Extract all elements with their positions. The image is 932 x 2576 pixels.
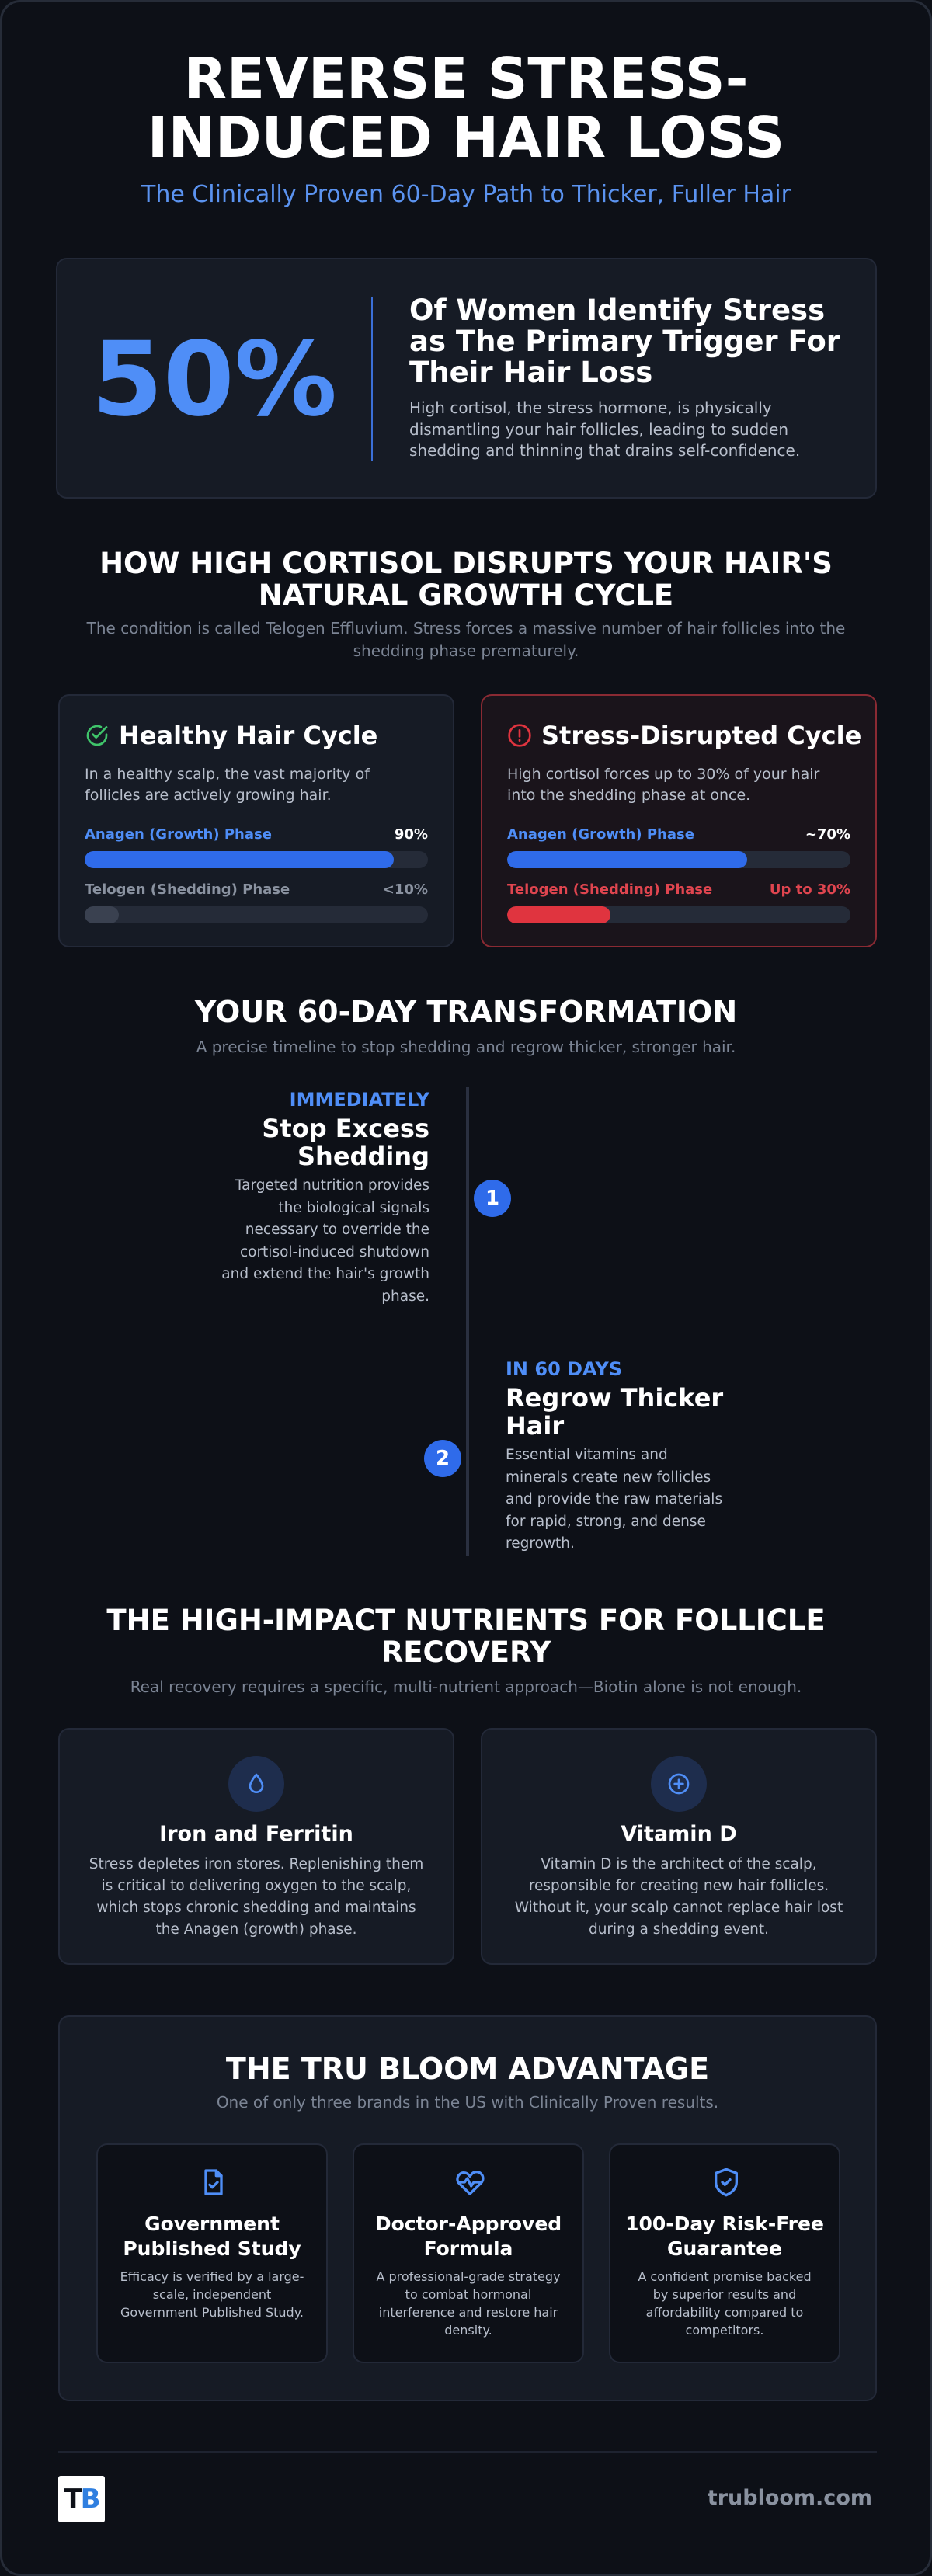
drop-icon bbox=[244, 1771, 269, 1796]
bar-track bbox=[85, 906, 428, 923]
card-title: Healthy Hair Cycle bbox=[119, 721, 378, 750]
step-number: 1 bbox=[474, 1180, 511, 1217]
section-heading: THE TRU BLOOM ADVANTAGE bbox=[225, 2052, 710, 2086]
stat-card: 50% Of Women Identify Stress as The Prim… bbox=[56, 258, 877, 499]
stat-heading: Of Women Identify Stress as The Primary … bbox=[409, 294, 840, 389]
advantage-box: THE TRU BLOOM ADVANTAGE One of only thre… bbox=[58, 2015, 877, 2401]
advantage-card: Doctor-Approved Formula A professional-gr… bbox=[353, 2143, 584, 2363]
bar-label: Telogen (Shedding) Phase bbox=[85, 881, 290, 898]
bar-track bbox=[507, 851, 850, 868]
card-title: Stress-Disrupted Cycle bbox=[541, 721, 862, 750]
bar-label: Anagen (Growth) Phase bbox=[85, 826, 272, 843]
bar-value: Up to 30% bbox=[769, 881, 850, 898]
advantage-card: Government Published Study Efficacy is ve… bbox=[96, 2143, 328, 2363]
advantage-description: A confident promise backed by superior r… bbox=[638, 2269, 812, 2338]
bar-value: <10% bbox=[382, 881, 428, 898]
advantage-icon bbox=[454, 2167, 485, 2198]
section-heading: HOW HIGH CORTISOL DISRUPTS YOUR HAIR'S N… bbox=[99, 547, 833, 612]
nutrient-description: Vitamin D is the architect of the scalp,… bbox=[514, 1856, 843, 1938]
alert-icon bbox=[507, 723, 532, 748]
cycle-card: Stress-Disrupted Cycle High cortisol forc… bbox=[481, 694, 877, 947]
timeline-step: IN 60 DAYS Regrow Thicker Hair Essential v… bbox=[506, 1358, 731, 1556]
icon-graphic bbox=[86, 725, 108, 746]
footer-url: trubloom.com bbox=[707, 2486, 872, 2510]
plus-icon bbox=[666, 1771, 691, 1796]
advantage-icon bbox=[198, 2167, 229, 2198]
step-title: Stop Excess Shedding bbox=[262, 1114, 429, 1171]
advantage-title: Doctor-Approved Formula bbox=[374, 2213, 562, 2260]
bar-fill bbox=[507, 906, 610, 923]
step-when: IMMEDIATELY bbox=[289, 1089, 429, 1111]
nutrient-card: Iron and Ferritin Stress depletes iron st… bbox=[58, 1728, 454, 1965]
icon-graphic bbox=[204, 2169, 223, 2195]
step-when: IN 60 DAYS bbox=[506, 1358, 622, 1380]
section-subtext: The condition is called Telogen Effluviu… bbox=[86, 619, 846, 660]
nutrient-card: Vitamin D Vitamin D is the architect of t… bbox=[481, 1728, 877, 1965]
bar-fill bbox=[85, 851, 394, 868]
timeline-step: IMMEDIATELY Stop Excess Shedding Targeted … bbox=[212, 1089, 429, 1308]
icon-graphic bbox=[508, 724, 531, 747]
nutrient-description: Stress depletes iron stores. Replenishin… bbox=[89, 1856, 424, 1938]
timeline-line bbox=[466, 1087, 469, 1556]
icon-graphic bbox=[715, 2168, 738, 2197]
bar-fill bbox=[507, 851, 748, 868]
subtitle: The Clinically Proven 60-Day Path to Thi… bbox=[141, 181, 791, 208]
main-title: REVERSE STRESS-INDUCED HAIR LOSS bbox=[147, 46, 785, 170]
step-description: Essential vitamins and minerals create n… bbox=[506, 1447, 723, 1552]
icon-circle bbox=[228, 1756, 284, 1812]
advantage-description: Efficacy is verified by a large-scale, i… bbox=[120, 2269, 304, 2320]
card-description: In a healthy scalp, the vast majority of… bbox=[85, 766, 370, 804]
footer-separator bbox=[58, 2451, 877, 2453]
bar-track bbox=[85, 851, 428, 868]
advantage-icon bbox=[711, 2167, 742, 2198]
step-title: Regrow Thicker Hair bbox=[506, 1383, 724, 1441]
icon-graphic bbox=[456, 2171, 485, 2195]
logo-letter: B bbox=[80, 2484, 101, 2515]
bar-label: Telogen (Shedding) Phase bbox=[507, 881, 713, 898]
stat-description: High cortisol, the stress hormone, is ph… bbox=[409, 398, 801, 460]
step-number: 2 bbox=[424, 1440, 461, 1477]
icon-graphic bbox=[668, 1773, 690, 1795]
bar-track bbox=[507, 906, 850, 923]
nutrient-title: Iron and Ferritin bbox=[159, 1822, 353, 1846]
bar-label-row: Telogen (Shedding) Phase Up to 30% bbox=[507, 880, 850, 899]
advantage-description: A professional-grade strategy to combat … bbox=[376, 2269, 561, 2338]
section-subtext: Real recovery requires a specific, multi… bbox=[130, 1677, 802, 1696]
logo-letter: T bbox=[64, 2484, 82, 2515]
nutrient-title: Vitamin D bbox=[621, 1822, 737, 1846]
section-heading: THE HIGH-IMPACT NUTRIENTS FOR FOLLICLE R… bbox=[106, 1604, 826, 1669]
icon-circle bbox=[651, 1756, 707, 1812]
bar-label-row: Anagen (Growth) Phase 90% bbox=[85, 825, 428, 843]
divider bbox=[371, 297, 373, 461]
card-description: High cortisol forces up to 30% of your h… bbox=[507, 766, 820, 804]
section-subtext: One of only three brands in the US with … bbox=[216, 2093, 719, 2112]
advantage-card: 100-Day Risk-Free Guarantee A confident p… bbox=[609, 2143, 840, 2363]
bar-label-row: Anagen (Growth) Phase ~70% bbox=[507, 825, 850, 843]
bar-label: Anagen (Growth) Phase bbox=[507, 826, 694, 843]
step-description: Targeted nutrition provides the biologic… bbox=[221, 1177, 429, 1305]
bar-fill bbox=[85, 906, 120, 923]
stat-number: 50% bbox=[92, 320, 337, 440]
bar-label-row: Telogen (Shedding) Phase <10% bbox=[85, 880, 428, 899]
check-icon bbox=[85, 723, 110, 748]
advantage-title: 100-Day Risk-Free Guarantee bbox=[625, 2213, 824, 2260]
advantage-title: Government Published Study bbox=[123, 2213, 301, 2260]
cycle-card: Healthy Hair Cycle In a healthy scalp, th… bbox=[58, 694, 454, 947]
icon-graphic bbox=[249, 1773, 264, 1793]
bar-value: 90% bbox=[394, 826, 428, 843]
bar-value: ~70% bbox=[805, 826, 850, 843]
section-subtext: A precise timeline to stop shedding and … bbox=[196, 1038, 736, 1056]
section-heading: YOUR 60-DAY TRANSFORMATION bbox=[194, 995, 738, 1029]
